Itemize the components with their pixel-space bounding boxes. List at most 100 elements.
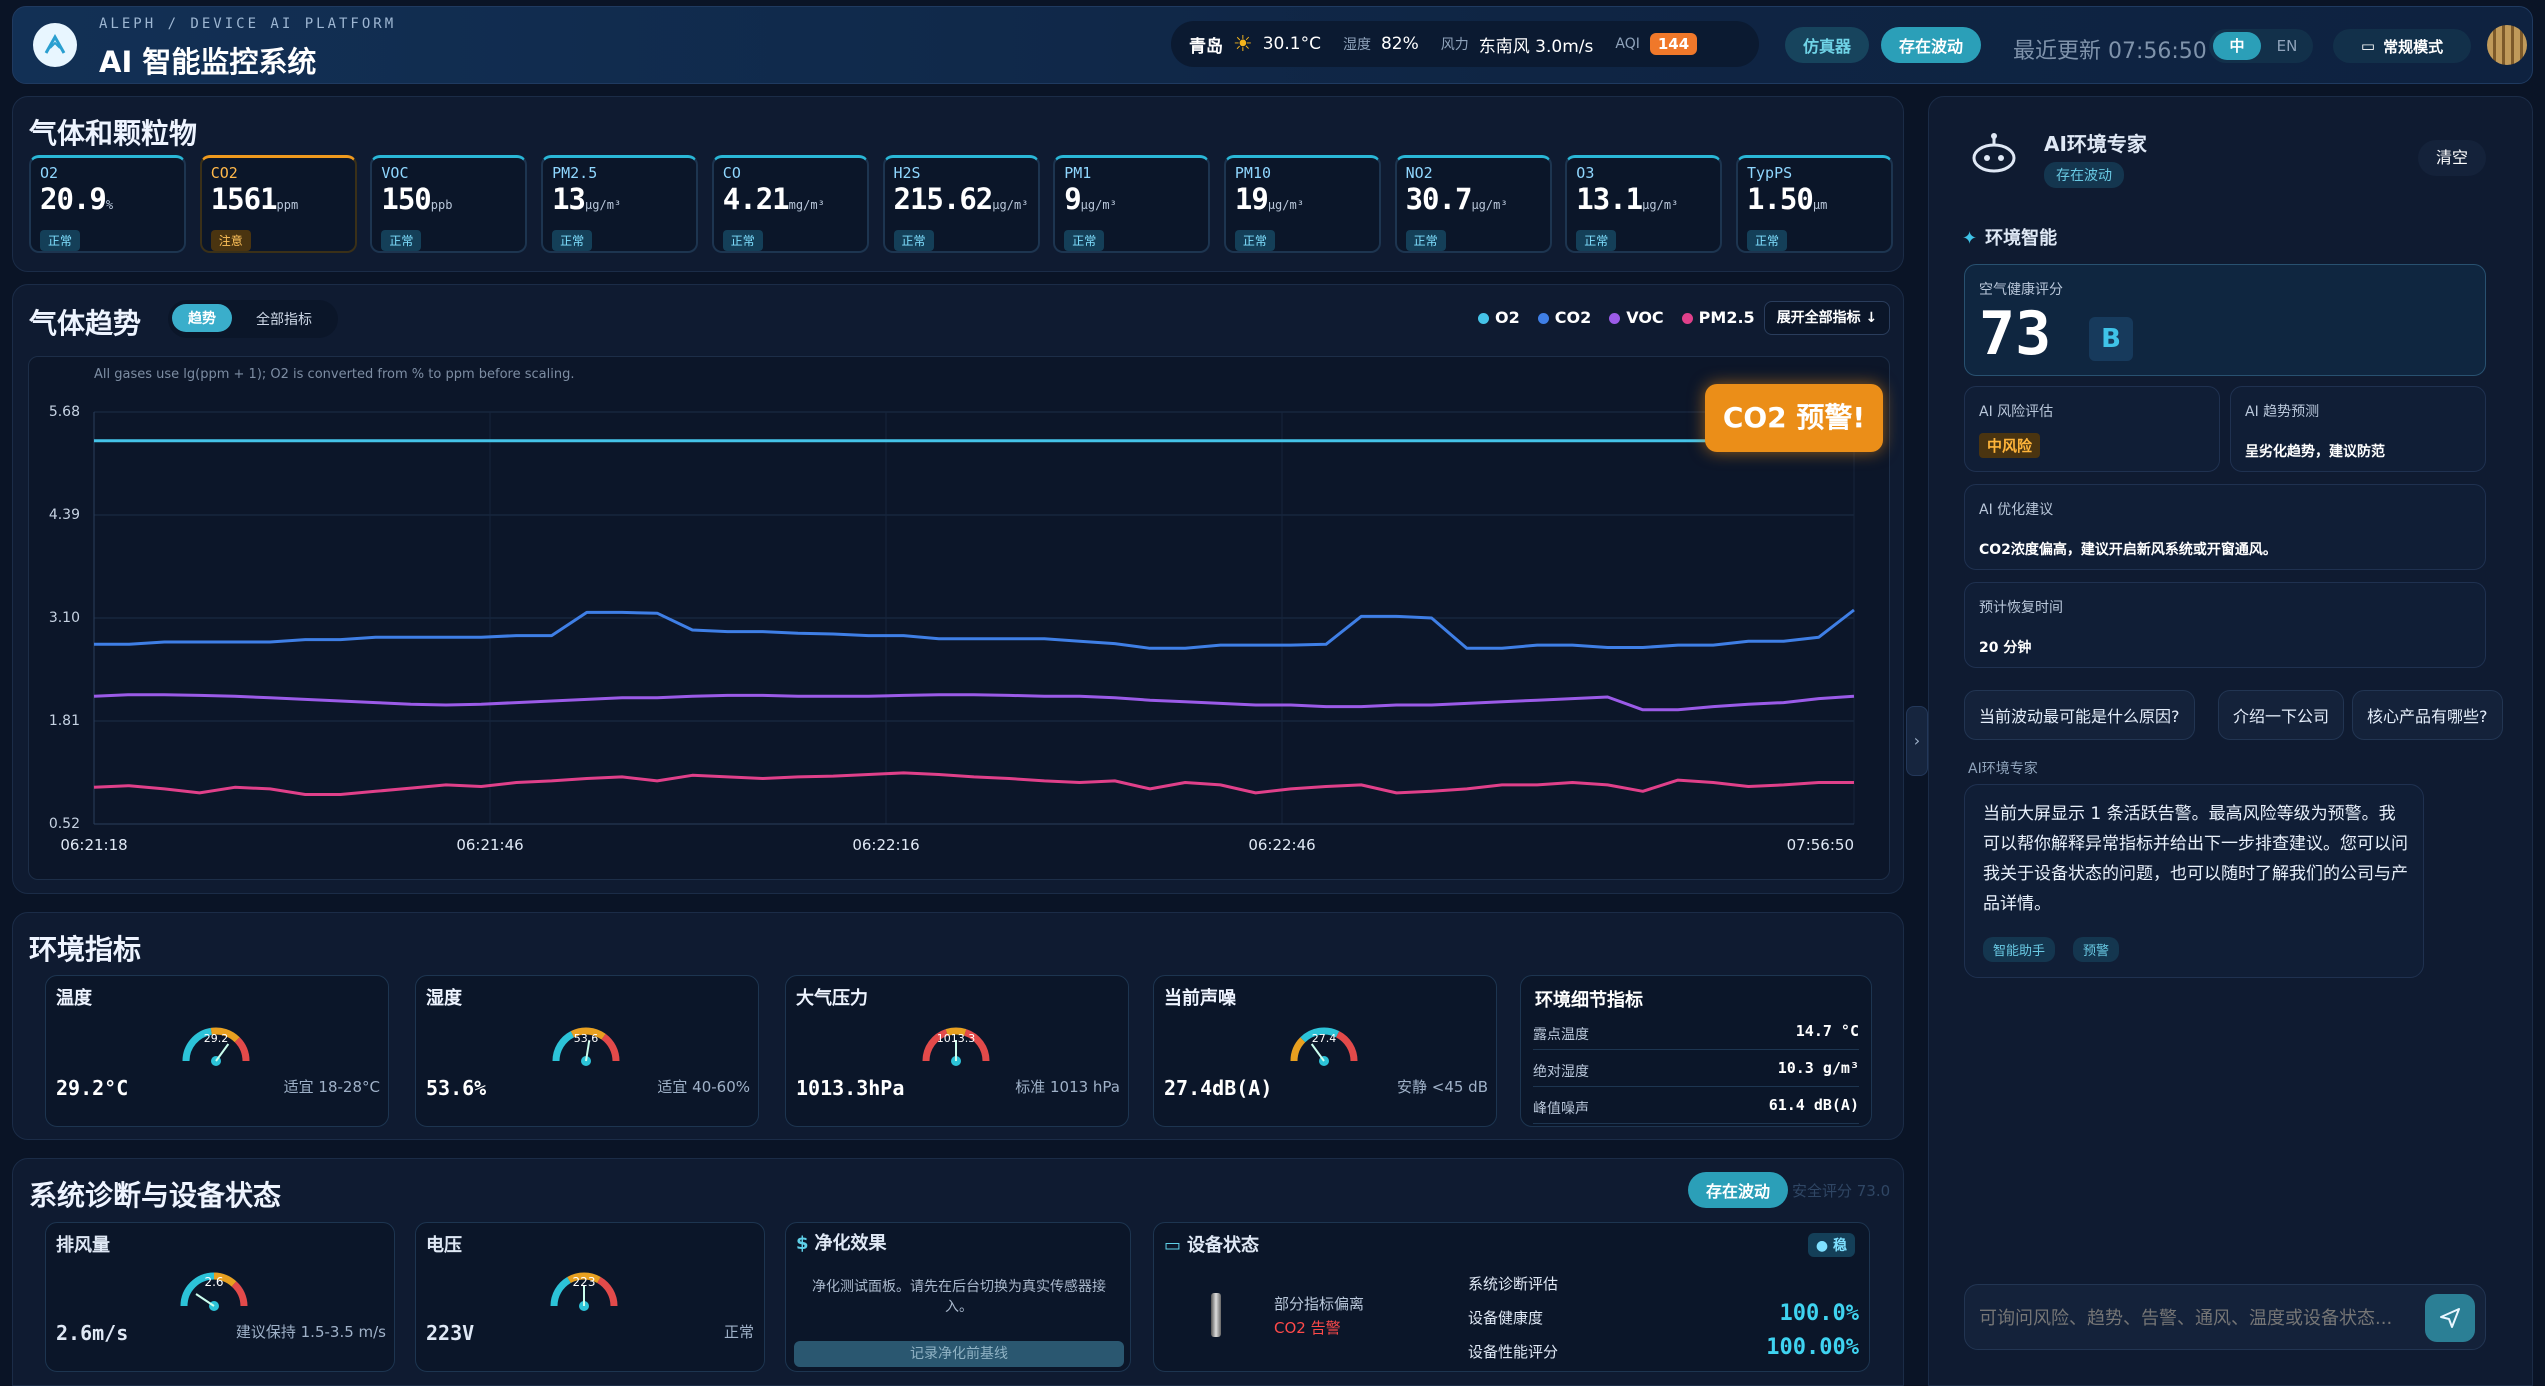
- gas-status: 正常: [1234, 230, 1275, 251]
- env-card-value: 27.4dB(A): [1164, 1076, 1273, 1100]
- expand-all-button[interactable]: 展开全部指标 ↓: [1764, 301, 1890, 335]
- send-button[interactable]: [2425, 1294, 2475, 1342]
- env-card-2: 大气压力 1013.3 1013.3hPa 标准 1013 hPa: [785, 975, 1129, 1127]
- purify-card: $ 净化效果 净化测试面板。请先在后台切换为真实传感器接入。 记录净化前基线: [785, 1222, 1131, 1372]
- trend-value: 呈劣化趋势，建议防范: [2245, 444, 2385, 460]
- weather-bar: 青岛 ☀ 30.1°C 湿度 82% 风力 东南风 3.0m/s AQI 144: [1171, 21, 1759, 67]
- gas-card-pm10[interactable]: PM10 19μg/m³ 正常: [1223, 155, 1381, 253]
- gas-value: 30.7μg/m³: [1406, 182, 1508, 216]
- legend-item-o2[interactable]: O2: [1478, 308, 1520, 327]
- env-detail-value: 14.7 °C: [1795, 1022, 1859, 1040]
- gas-card-pm1[interactable]: PM1 9μg/m³ 正常: [1053, 155, 1211, 253]
- suggestion-chip-2[interactable]: 介绍一下公司: [2218, 690, 2345, 740]
- lang-zh-button[interactable]: 中: [2213, 32, 2261, 60]
- env-card-title: 温度: [56, 988, 92, 1009]
- dollar-icon: $: [796, 1233, 809, 1254]
- suggestion-chip-3[interactable]: 核心产品有哪些?: [2352, 690, 2503, 740]
- env-gauge-label: 27.4: [1312, 1032, 1337, 1045]
- clear-chat-button[interactable]: 清空: [2418, 140, 2486, 176]
- trend-label: AI 趋势预测: [2245, 404, 2320, 420]
- legend-item-voc[interactable]: VOC: [1609, 308, 1664, 327]
- legend-item-pm25[interactable]: PM2.5: [1681, 308, 1755, 327]
- gas-value: 215.62μg/m³: [894, 182, 1029, 216]
- user-avatar[interactable]: [2487, 25, 2527, 65]
- legend-dot: [1478, 313, 1489, 324]
- exhaust-card: 排风量 2.6 2.6m/s 建议保持 1.5-3.5 m/s: [45, 1222, 395, 1372]
- health-value: 100.0%: [1779, 1301, 1859, 1326]
- mode-button[interactable]: ▭ 常规模式: [2333, 29, 2471, 63]
- gas-card-pm25[interactable]: PM2.5 13μg/m³ 正常: [541, 155, 699, 253]
- suggestion-chip-1[interactable]: 当前波动最可能是什么原因?: [1964, 690, 2195, 740]
- gas-value: 13μg/m³: [552, 182, 621, 216]
- env-gauge: 27.4: [1290, 1027, 1358, 1066]
- tab-trend[interactable]: 趋势: [172, 304, 232, 332]
- exhaust-value: 2.6m/s: [56, 1321, 129, 1345]
- score-label: 空气健康评分: [1979, 282, 2063, 298]
- gas-value-number: 150: [381, 182, 431, 216]
- gas-card-typps[interactable]: TypPS 1.50μm 正常: [1736, 155, 1893, 253]
- env-intel-title: 环境智能: [1985, 228, 2058, 249]
- tag-warning: 预警: [2073, 937, 2120, 962]
- perf-value: 100.00%: [1766, 1335, 1859, 1360]
- lang-en-button[interactable]: EN: [2276, 37, 2298, 55]
- voltage-gauge-label: 223: [573, 1275, 596, 1289]
- gas-card-voc[interactable]: VOC 150ppb 正常: [370, 155, 528, 253]
- env-gauge: 53.6: [552, 1027, 620, 1066]
- tab-all-metrics[interactable]: 全部指标: [256, 312, 312, 328]
- record-baseline-button[interactable]: 记录净化前基线: [794, 1341, 1124, 1367]
- message-text: 当前大屏显示 1 条活跃告警。最高风险等级为预警。我可以帮你解释异常指标并给出下…: [1983, 804, 2408, 914]
- brand-subtitle: ALEPH / DEVICE AI PLATFORM: [99, 16, 397, 32]
- env-detail-row: 露点温度 14.7 °C: [1533, 1020, 1859, 1050]
- air-health-score-card: 空气健康评分 73 B: [1964, 264, 2486, 376]
- env-card-note: 安静 <45 dB: [1396, 1078, 1488, 1096]
- env-intel-header: ✦ 环境智能: [1962, 224, 2057, 250]
- gas-card-no2[interactable]: NO2 30.7μg/m³ 正常: [1394, 155, 1552, 253]
- gas-value-number: 1.50: [1747, 182, 1814, 216]
- trend-tabs: 趋势 全部指标: [168, 300, 338, 338]
- perf-label: 设备性能评分: [1468, 1343, 1559, 1361]
- panel-collapse-handle[interactable]: ›: [1906, 706, 1928, 776]
- fluctuation-status-pill: 存在波动: [1881, 27, 1982, 63]
- gas-card-o3[interactable]: O3 13.1μg/m³ 正常: [1565, 155, 1723, 253]
- gas-unit: μg/m³: [1471, 198, 1508, 212]
- recovery-card: 预计恢复时间 20 分钟: [1964, 582, 2486, 668]
- gas-value: 9μg/m³: [1064, 182, 1117, 216]
- gas-card-co2[interactable]: CO2 1561ppm 注意: [199, 155, 357, 253]
- wind-label: 风力: [1440, 37, 1469, 53]
- y-tick-label: 4.39: [49, 507, 80, 523]
- gas-card-h2s[interactable]: H2S 215.62μg/m³ 正常: [882, 155, 1040, 253]
- device-image: [1211, 1293, 1221, 1337]
- env-card-note: 适宜 18-28°C: [283, 1078, 380, 1096]
- env-gauge-label: 53.6: [574, 1032, 599, 1045]
- y-tick-label: 0.52: [49, 816, 80, 832]
- gas-status: 正常: [552, 230, 593, 251]
- gas-card-co[interactable]: CO 4.21mg/m³ 正常: [711, 155, 869, 253]
- score-grade: B: [2089, 317, 2133, 361]
- exhaust-gauge-label: 2.6: [204, 1275, 223, 1289]
- sun-icon: ☀: [1233, 31, 1253, 57]
- env-card-note: 标准 1013 hPa: [1015, 1078, 1120, 1096]
- gas-value-number: 13: [552, 182, 586, 216]
- gas-unit: μg/m³: [585, 198, 622, 212]
- env-detail-value: 10.3 g/m³: [1777, 1059, 1859, 1077]
- chat-input[interactable]: [1979, 1297, 2419, 1339]
- gas-unit: μg/m³: [1642, 198, 1679, 212]
- system-status-pill: 存在波动: [1688, 1172, 1789, 1208]
- gas-unit: mg/m³: [788, 198, 825, 212]
- gas-card-o2[interactable]: O2 20.9% 正常: [29, 155, 186, 253]
- gas-unit: μm: [1812, 198, 1828, 212]
- legend-dot: [1537, 313, 1549, 324]
- logo-icon: [33, 23, 77, 67]
- x-tick-label: 06:22:46: [1248, 836, 1315, 854]
- device-header: ▭ 设备状态: [1164, 1231, 1259, 1257]
- voltage-value: 223V: [426, 1321, 475, 1345]
- legend-item-co2[interactable]: CO2: [1537, 308, 1591, 327]
- system-title: 系统诊断与设备状态: [29, 1179, 282, 1212]
- series-line-pm25: [93, 771, 1854, 796]
- robot-icon: [1970, 130, 2018, 178]
- humidity-value: 82%: [1380, 34, 1419, 54]
- legend-dot: [1681, 313, 1693, 324]
- simulator-button[interactable]: 仿真器: [1785, 27, 1870, 63]
- health-label: 设备健康度: [1468, 1309, 1544, 1327]
- aqi-label: AQI: [1615, 36, 1640, 52]
